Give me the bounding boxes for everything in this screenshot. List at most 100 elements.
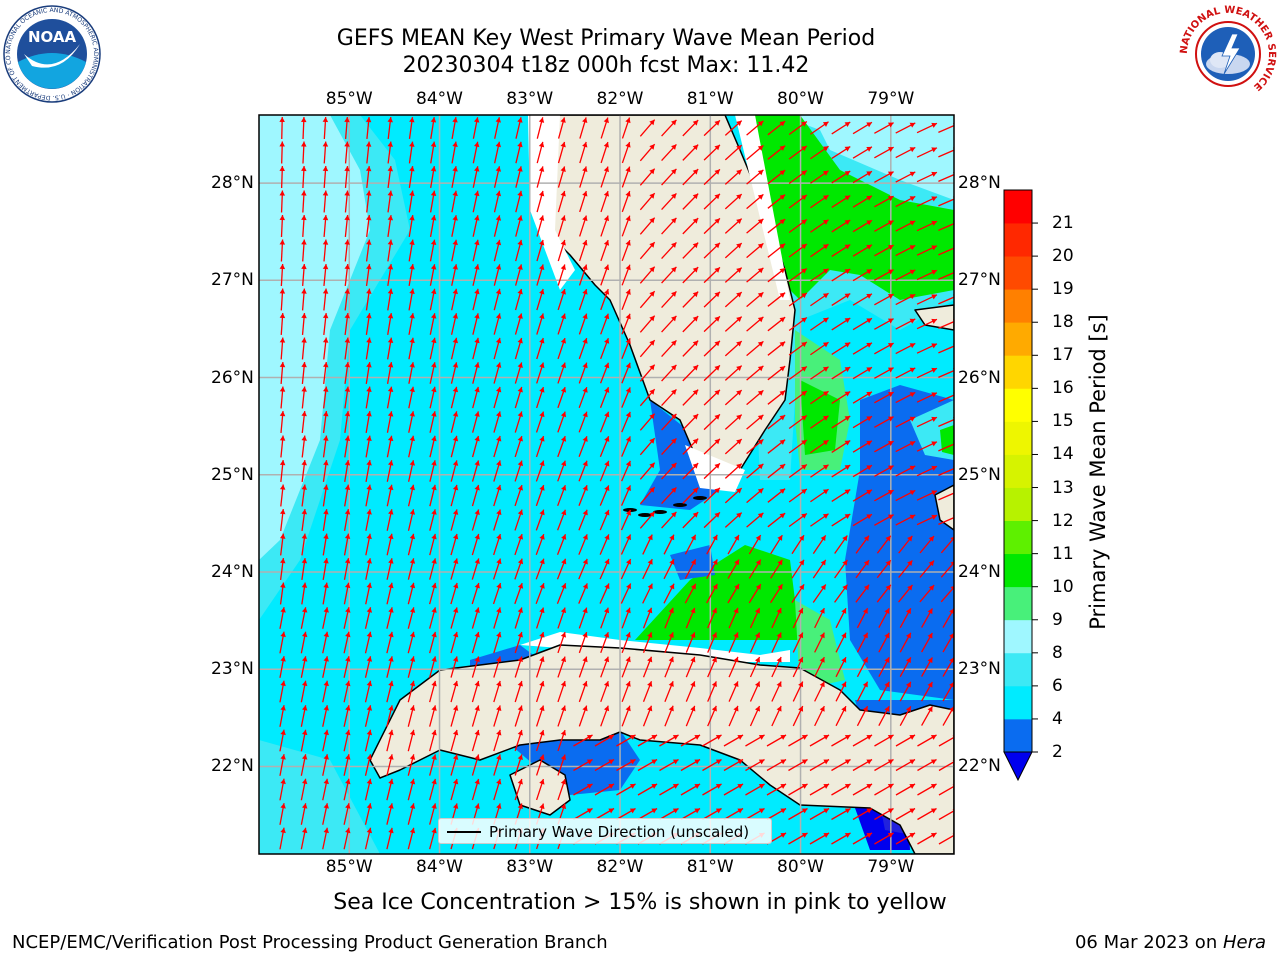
- colorbar-tick-label: 13: [1052, 477, 1074, 498]
- wave-direction-arrow: [472, 117, 480, 139]
- wave-direction-arrow: [659, 734, 679, 747]
- wave-direction-arrow: [707, 705, 717, 727]
- wave-direction-arrow: [429, 607, 437, 629]
- wave-direction-arrow: [408, 288, 415, 311]
- wave-direction-arrow: [874, 514, 894, 526]
- lat-tick-label-right: 22°N: [958, 756, 1001, 777]
- wave-direction-arrow: [407, 680, 416, 703]
- wave-direction-arrow: [450, 509, 459, 531]
- wave-direction-arrow: [515, 117, 523, 139]
- wave-direction-arrow: [471, 509, 480, 531]
- colorbar-segment: [1004, 190, 1032, 224]
- wave-direction-arrow: [514, 607, 523, 629]
- wave-direction-arrow: [642, 558, 653, 580]
- wave-direction-arrow: [429, 313, 437, 335]
- wave-direction-arrow: [279, 190, 285, 213]
- wave-direction-arrow: [451, 141, 458, 164]
- wave-direction-arrow: [684, 583, 697, 604]
- colorbar-segment: [1004, 223, 1032, 257]
- wave-direction-arrow: [680, 734, 701, 747]
- wave-direction-arrow: [724, 242, 743, 259]
- wave-direction-arrow: [788, 316, 808, 332]
- wave-direction-arrow: [746, 120, 764, 136]
- wave-direction-arrow: [450, 313, 459, 335]
- wave-direction-arrow: [279, 484, 286, 507]
- wave-direction-arrow: [279, 680, 286, 703]
- wave-direction-arrow: [430, 141, 437, 164]
- wave-direction-arrow: [472, 362, 480, 384]
- wave-direction-arrow: [578, 337, 588, 360]
- wave-direction-arrow: [450, 656, 459, 678]
- wave-direction-arrow: [703, 462, 721, 480]
- wave-direction-arrow: [322, 754, 329, 776]
- florida-key-islet: [673, 503, 687, 507]
- wave-direction-arrow: [578, 362, 588, 384]
- wave-direction-arrow: [874, 416, 894, 428]
- wave-direction-arrow: [724, 389, 743, 406]
- lat-tick-label-right: 23°N: [958, 659, 1001, 680]
- wave-direction-arrow: [639, 315, 656, 333]
- wave-direction-arrow: [724, 438, 743, 455]
- wave-direction-arrow: [429, 729, 437, 752]
- wave-direction-arrow: [578, 534, 588, 555]
- wave-direction-arrow: [279, 754, 286, 776]
- wave-direction-arrow: [535, 509, 545, 531]
- wave-direction-arrow: [429, 533, 437, 556]
- lon-tick-label-top: 84°W: [416, 89, 463, 109]
- wave-direction-arrow: [492, 558, 502, 580]
- wave-direction-arrow: [809, 783, 830, 796]
- wave-direction-arrow: [895, 465, 916, 477]
- wave-direction-arrow: [745, 734, 765, 747]
- wave-direction-arrow: [749, 632, 761, 653]
- colorbar-segment: [1004, 322, 1032, 356]
- wave-direction-arrow: [899, 632, 912, 653]
- wave-direction-arrow: [788, 414, 808, 430]
- wave-direction-arrow: [579, 215, 588, 237]
- wave-direction-arrow: [766, 807, 787, 821]
- wave-direction-arrow: [386, 705, 394, 727]
- wave-direction-arrow: [301, 484, 308, 507]
- wave-direction-arrow: [535, 705, 545, 727]
- wave-direction-arrow: [916, 465, 938, 477]
- wave-direction-arrow: [301, 116, 307, 140]
- wave-direction-arrow: [766, 734, 787, 747]
- wave-direction-arrow: [917, 783, 937, 796]
- wave-direction-arrow: [812, 559, 827, 579]
- wave-direction-arrow: [599, 362, 610, 384]
- wave-direction-arrow: [557, 337, 567, 360]
- wave-direction-arrow: [639, 511, 656, 529]
- wave-direction-arrow: [809, 758, 830, 772]
- wave-direction-arrow: [301, 533, 308, 556]
- wave-direction-arrow: [703, 315, 721, 333]
- wave-direction-arrow: [637, 783, 658, 796]
- wave-direction-arrow: [472, 190, 480, 213]
- wave-direction-arrow: [767, 512, 786, 528]
- wave-direction-arrow: [407, 705, 416, 727]
- colorbar-tick-label: 2: [1052, 742, 1063, 762]
- wave-direction-arrow: [450, 386, 459, 409]
- wave-direction-arrow: [831, 464, 851, 478]
- wave-direction-arrow: [792, 705, 804, 727]
- wave-direction-arrow: [767, 194, 786, 209]
- wave-direction-arrow: [639, 168, 656, 186]
- wave-direction-arrow: [493, 239, 502, 262]
- wave-direction-arrow: [621, 313, 631, 335]
- wave-direction-arrow: [639, 364, 656, 382]
- grand-bahama-island: [914, 304, 954, 331]
- wave-direction-arrow: [556, 583, 567, 604]
- wave-direction-arrow: [301, 410, 307, 434]
- wave-direction-arrow: [578, 680, 588, 703]
- wave-direction-arrow: [621, 117, 631, 139]
- wave-direction-arrow: [536, 166, 545, 188]
- wave-direction-arrow: [621, 656, 631, 678]
- wave-direction-arrow: [874, 269, 894, 281]
- wave-direction-arrow: [706, 534, 718, 555]
- wave-direction-arrow: [407, 533, 416, 556]
- wave-direction-arrow: [661, 364, 677, 382]
- wave-direction-arrow: [515, 166, 523, 188]
- wave-direction-arrow: [493, 729, 502, 752]
- wave-direction-arrow: [895, 342, 916, 355]
- wave-direction-arrow: [684, 558, 697, 580]
- wave-direction-arrow: [831, 783, 851, 796]
- wave-direction-arrow: [322, 263, 329, 287]
